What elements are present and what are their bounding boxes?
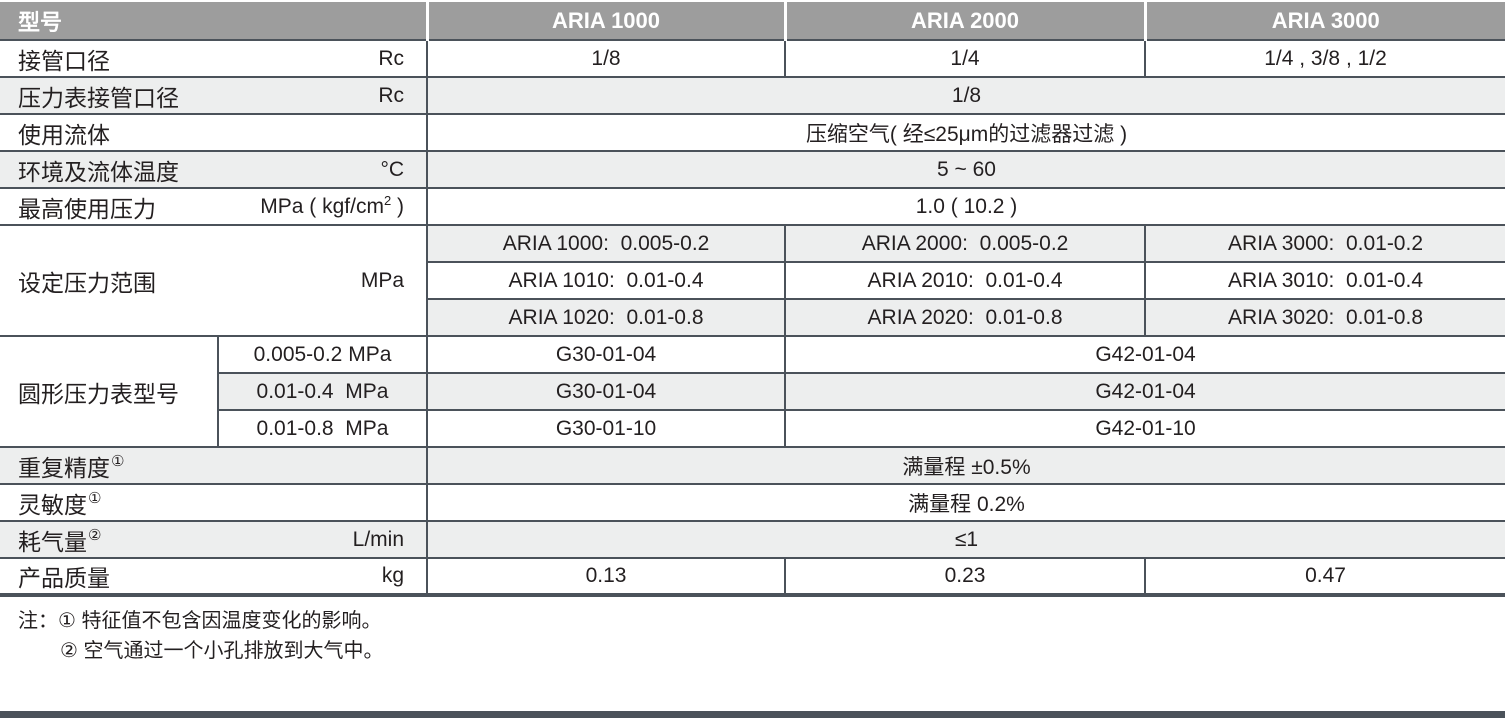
temperature-value: 5 ~ 60 — [426, 150, 1505, 188]
row-label: 设定压力范围 — [18, 269, 156, 296]
sensitivity-label-cell: 灵敏度① — [0, 483, 428, 521]
note-ref-1-icon: ① — [111, 452, 125, 470]
row-fluid: 使用流体 压缩空气( 经≤25μm的过滤器过滤 ) — [0, 113, 1505, 151]
row-label: 接管口径 — [18, 47, 110, 74]
set-pressure-label-cell: 设定压力范围 MPa — [0, 224, 428, 336]
weight-aria2000: 0.23 — [784, 557, 1146, 597]
row-air-consumption: 耗气量② L/min ≤1 — [0, 520, 1505, 558]
row-unit: MPa — [360, 268, 405, 292]
gauge-model-range-2: 0.01-0.4 MPa — [216, 372, 428, 410]
footnote-line-1: 注： ① 特征值不包含因温度变化的影响。 — [18, 606, 1505, 636]
row-label: 圆形压力表型号 — [18, 380, 179, 407]
port-size-aria1000: 1/8 — [426, 39, 786, 77]
set-pressure-aria1000: ARIA 1000: 0.005-0.2 — [426, 224, 786, 262]
weight-label-cell: 产品质量 kg — [0, 557, 428, 597]
footnote-2-text: ② 空气通过一个小孔排放到大气中。 — [60, 640, 384, 662]
row-max-pressure: 最高使用压力 MPa ( kgf/cm2 ) 1.0 ( 10.2 ) — [0, 187, 1505, 225]
row-unit: Rc — [378, 46, 405, 70]
set-pressure-aria2000: ARIA 2000: 0.005-0.2 — [784, 224, 1146, 262]
set-pressure-aria1020: ARIA 1020: 0.01-0.8 — [426, 298, 786, 336]
row-sensitivity: 灵敏度① 满量程 0.2% — [0, 483, 1505, 521]
row-unit: MPa ( kgf/cm2 ) — [260, 192, 405, 218]
row-label: 重复精度① — [18, 452, 125, 481]
repeatability-value: 满量程 ±0.5% — [426, 446, 1505, 484]
row-unit: Rc — [378, 83, 405, 107]
row-set-pressure-1: 设定压力范围 MPa ARIA 1000: 0.005-0.2 ARIA 200… — [0, 224, 1505, 336]
row-label: 环境及流体温度 — [18, 158, 179, 185]
weight-aria3000: 0.47 — [1144, 557, 1505, 597]
row-gauge-model-3: 0.01-0.8 MPa G30-01-10 G42-01-10 — [0, 409, 1505, 447]
row-label: 耗气量② — [18, 526, 102, 555]
row-temperature: 环境及流体温度 °C 5 ~ 60 — [0, 150, 1505, 188]
set-pressure-aria1010: ARIA 1010: 0.01-0.4 — [426, 261, 786, 299]
gauge-model-g42-3: G42-01-10 — [784, 409, 1505, 447]
row-unit: L/min — [352, 527, 405, 551]
gauge-model-g42-1: G42-01-04 — [784, 335, 1505, 373]
row-gauge-model-2: 0.01-0.4 MPa G30-01-04 G42-01-04 — [0, 372, 1505, 410]
row-gauge-port-size: 压力表接管口径 Rc 1/8 — [0, 76, 1505, 114]
gauge-port-label-cell: 压力表接管口径 Rc — [0, 76, 428, 114]
set-pressure-aria2020: ARIA 2020: 0.01-0.8 — [784, 298, 1146, 336]
footnote-prefix: 注： — [18, 610, 58, 632]
spec-table: 型号 ARIA 1000 ARIA 2000 ARIA 3000 接管口径 Rc… — [0, 2, 1505, 597]
air-consumption-label-cell: 耗气量② L/min — [0, 520, 428, 558]
footnotes: 注： ① 特征值不包含因温度变化的影响。 ② 空气通过一个小孔排放到大气中。 — [0, 606, 1505, 666]
gauge-model-label-cell: 圆形压力表型号 — [0, 335, 218, 447]
row-label: 灵敏度① — [18, 489, 102, 518]
set-pressure-aria3020: ARIA 3020: 0.01-0.8 — [1144, 298, 1505, 336]
header-col-aria3000: ARIA 3000 — [1143, 2, 1505, 40]
superscript-2: 2 — [383, 192, 392, 208]
gauge-model-g42-2: G42-01-04 — [784, 372, 1505, 410]
row-set-pressure-3: ARIA 1020: 0.01-0.8 ARIA 2020: 0.01-0.8 … — [0, 298, 1505, 336]
set-pressure-aria2010: ARIA 2010: 0.01-0.4 — [784, 261, 1146, 299]
row-label: 产品质量 — [18, 565, 110, 591]
port-size-label-cell: 接管口径 Rc — [0, 39, 428, 77]
row-repeatability: 重复精度① 满量程 ±0.5% — [0, 446, 1505, 484]
repeatability-label-cell: 重复精度① — [0, 446, 428, 484]
weight-aria1000: 0.13 — [426, 557, 786, 597]
port-size-aria2000: 1/4 — [784, 39, 1146, 77]
gauge-model-range-1: 0.005-0.2 MPa — [216, 335, 428, 373]
gauge-model-g30-2: G30-01-04 — [426, 372, 786, 410]
spec-table-header: 型号 ARIA 1000 ARIA 2000 ARIA 3000 — [0, 2, 1505, 40]
footnote-1-text: ① 特征值不包含因温度变化的影响。 — [58, 610, 382, 632]
row-label: 最高使用压力 — [18, 195, 156, 222]
page-bottom-rule — [0, 711, 1505, 718]
row-port-size: 接管口径 Rc 1/8 1/4 1/4 , 3/8 , 1/2 — [0, 39, 1505, 77]
temperature-label-cell: 环境及流体温度 °C — [0, 150, 428, 188]
gauge-model-g30-1: G30-01-04 — [426, 335, 786, 373]
sensitivity-value: 满量程 0.2% — [426, 483, 1505, 521]
fluid-label-cell: 使用流体 — [0, 113, 428, 151]
row-label: 使用流体 — [18, 121, 110, 148]
fluid-value: 压缩空气( 经≤25μm的过滤器过滤 ) — [426, 113, 1505, 151]
set-pressure-aria3010: ARIA 3010: 0.01-0.4 — [1144, 261, 1505, 299]
port-size-aria3000: 1/4 , 3/8 , 1/2 — [1144, 39, 1505, 77]
set-pressure-aria3000: ARIA 3000: 0.01-0.2 — [1144, 224, 1505, 262]
note-ref-1-icon: ① — [88, 489, 102, 507]
header-col-aria2000: ARIA 2000 — [783, 2, 1146, 40]
row-set-pressure-2: ARIA 1010: 0.01-0.4 ARIA 2010: 0.01-0.4 … — [0, 261, 1505, 299]
header-row: 型号 ARIA 1000 ARIA 2000 ARIA 3000 — [0, 2, 1505, 40]
row-weight: 产品质量 kg 0.13 0.23 0.47 — [0, 557, 1505, 597]
gauge-model-g30-3: G30-01-10 — [426, 409, 786, 447]
max-pressure-value: 1.0 ( 10.2 ) — [426, 187, 1505, 225]
footnote-line-2: ② 空气通过一个小孔排放到大气中。 — [18, 636, 1505, 666]
header-col-aria1000: ARIA 1000 — [425, 2, 786, 40]
row-unit: kg — [381, 564, 405, 587]
gauge-port-value: 1/8 — [426, 76, 1505, 114]
header-model-label: 型号 — [0, 2, 428, 40]
row-unit: °C — [380, 157, 405, 181]
air-consumption-value: ≤1 — [426, 520, 1505, 558]
row-gauge-model-1: 圆形压力表型号 0.005-0.2 MPa G30-01-04 G42-01-0… — [0, 335, 1505, 447]
row-label: 压力表接管口径 — [18, 84, 179, 111]
note-ref-2-icon: ② — [88, 526, 102, 544]
gauge-model-range-3: 0.01-0.8 MPa — [216, 409, 428, 447]
max-pressure-label-cell: 最高使用压力 MPa ( kgf/cm2 ) — [0, 187, 428, 225]
